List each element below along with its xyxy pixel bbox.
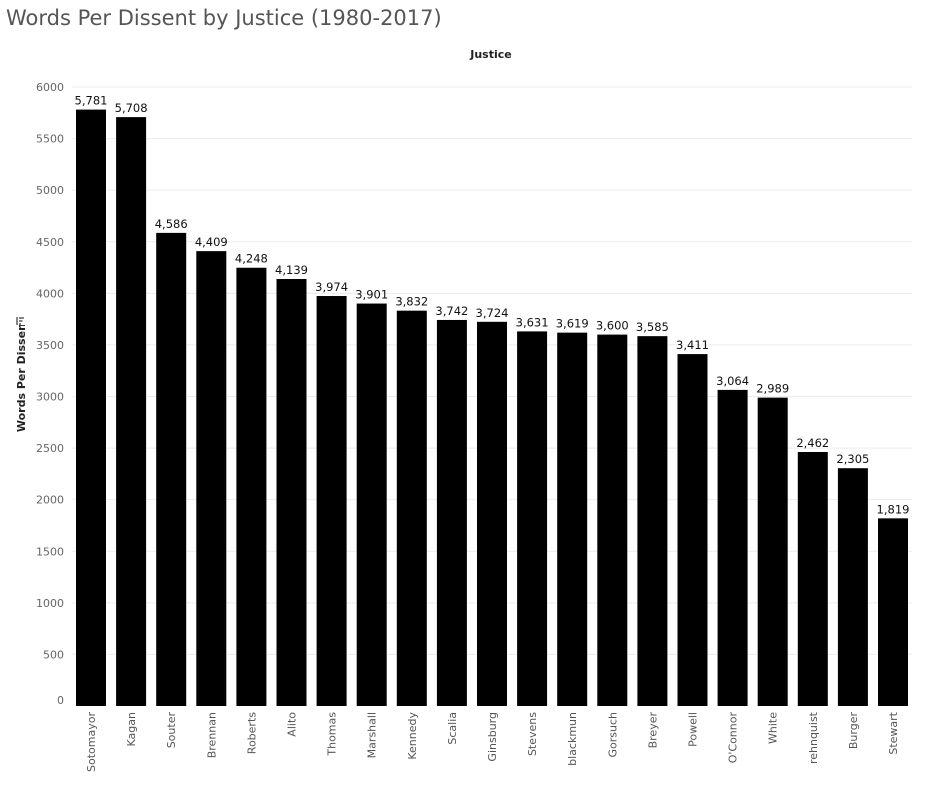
bar-blackmun[interactable] bbox=[557, 332, 588, 706]
bar-white[interactable] bbox=[757, 397, 788, 706]
x-tick-label: rehnquist bbox=[807, 711, 820, 764]
y-tick-label: 4500 bbox=[36, 236, 64, 249]
bar-stewart[interactable] bbox=[878, 518, 908, 706]
column-header: Justice bbox=[469, 48, 511, 61]
x-tick-label: White bbox=[767, 712, 780, 744]
label-layer: 0 500 1000 1500 2000 2500 3000 3500 4000 4500 5000… bbox=[36, 81, 909, 772]
x-tick-label: Gorsuch bbox=[606, 712, 619, 758]
y-tick-label: 6000 bbox=[36, 81, 64, 94]
x-tick-label: Stewart bbox=[887, 711, 900, 754]
x-tick-label: Marshall bbox=[366, 712, 379, 758]
data-label: 2,462 bbox=[796, 436, 829, 450]
bar-ginsburg[interactable] bbox=[477, 321, 507, 706]
data-label: 3,585 bbox=[636, 320, 669, 334]
data-label: 3,619 bbox=[556, 317, 589, 331]
bar-breyer[interactable] bbox=[637, 336, 668, 706]
x-tick-label: Stevens bbox=[526, 712, 539, 756]
bar-sotomayor[interactable] bbox=[76, 109, 106, 706]
y-tick-label: 3500 bbox=[36, 339, 64, 352]
data-label: 2,305 bbox=[836, 452, 869, 466]
bar-kennedy[interactable] bbox=[396, 310, 427, 706]
y-tick-label: 1500 bbox=[36, 545, 64, 558]
y-axis-title-group: Words Per Dissent bbox=[15, 318, 28, 432]
x-tick-label: Kennedy bbox=[406, 712, 419, 760]
data-label: 3,832 bbox=[395, 295, 428, 309]
data-label: 3,064 bbox=[716, 374, 749, 388]
data-label: 3,901 bbox=[355, 288, 388, 302]
x-tick-label: Souter bbox=[165, 712, 178, 749]
y-tick-label: 4000 bbox=[36, 287, 64, 300]
x-tick-label: blackmun bbox=[566, 712, 579, 766]
sort-descending-icon[interactable] bbox=[15, 316, 25, 325]
bar-scalia[interactable] bbox=[436, 319, 467, 706]
data-label: 4,248 bbox=[235, 252, 268, 266]
x-tick-label: Roberts bbox=[245, 712, 258, 754]
x-tick-label: O'Connor bbox=[727, 712, 740, 764]
x-tick-label: Powell bbox=[687, 712, 700, 747]
data-label: 1,819 bbox=[877, 502, 910, 516]
bar-rehnquist[interactable] bbox=[797, 452, 828, 706]
data-label: 5,708 bbox=[115, 101, 148, 115]
bar-powell[interactable] bbox=[677, 354, 708, 706]
data-label: 4,409 bbox=[195, 235, 228, 249]
data-label: 3,631 bbox=[516, 315, 549, 329]
bar-thomas[interactable] bbox=[316, 296, 347, 706]
bar-oconnor[interactable] bbox=[717, 389, 748, 706]
data-label: 3,742 bbox=[435, 304, 468, 318]
x-tick-label: Thomas bbox=[326, 712, 339, 757]
data-label: 3,974 bbox=[315, 280, 348, 294]
data-label: 3,600 bbox=[596, 319, 629, 333]
data-label: 3,724 bbox=[476, 306, 509, 320]
x-tick-label: Kagan bbox=[125, 712, 138, 746]
y-tick-label: 500 bbox=[43, 648, 64, 661]
x-tick-label: Alito bbox=[286, 712, 299, 737]
bar-gorsuch[interactable] bbox=[597, 334, 628, 706]
x-tick-label: Brennan bbox=[205, 712, 218, 758]
bar-kagan[interactable] bbox=[116, 117, 147, 707]
bar-alito[interactable] bbox=[276, 278, 307, 706]
bar-stevens[interactable] bbox=[517, 331, 548, 706]
bar-layer bbox=[76, 109, 908, 707]
y-tick-label: 5500 bbox=[36, 133, 64, 146]
data-label: 3,411 bbox=[676, 338, 709, 352]
x-tick-label: Ginsburg bbox=[486, 712, 499, 762]
y-tick-label: 2000 bbox=[36, 494, 64, 507]
y-tick-label: 1000 bbox=[36, 597, 64, 610]
data-label: 5,781 bbox=[75, 94, 108, 108]
x-tick-label: Burger bbox=[847, 712, 860, 750]
data-label: 2,989 bbox=[756, 382, 789, 396]
x-tick-label: Breyer bbox=[646, 712, 659, 749]
bar-burger[interactable] bbox=[837, 468, 868, 706]
chart-title: Words Per Dissent by Justice (1980-2017) bbox=[6, 6, 442, 30]
y-axis-title: Words Per Dissent bbox=[15, 318, 28, 432]
y-tick-label: 5000 bbox=[36, 184, 64, 197]
data-label: 4,139 bbox=[275, 263, 308, 277]
bar-souter[interactable] bbox=[156, 232, 187, 706]
y-tick-label: 3000 bbox=[36, 391, 64, 404]
x-tick-label: Scalia bbox=[446, 712, 459, 745]
x-tick-label: Sotomayor bbox=[85, 712, 98, 772]
bar-roberts[interactable] bbox=[236, 267, 267, 706]
data-label: 4,586 bbox=[155, 217, 188, 231]
bar-brennan[interactable] bbox=[196, 251, 227, 706]
bar-marshall[interactable] bbox=[356, 303, 387, 706]
y-tick-label: 0 bbox=[57, 694, 64, 707]
y-tick-label: 2500 bbox=[36, 442, 64, 455]
